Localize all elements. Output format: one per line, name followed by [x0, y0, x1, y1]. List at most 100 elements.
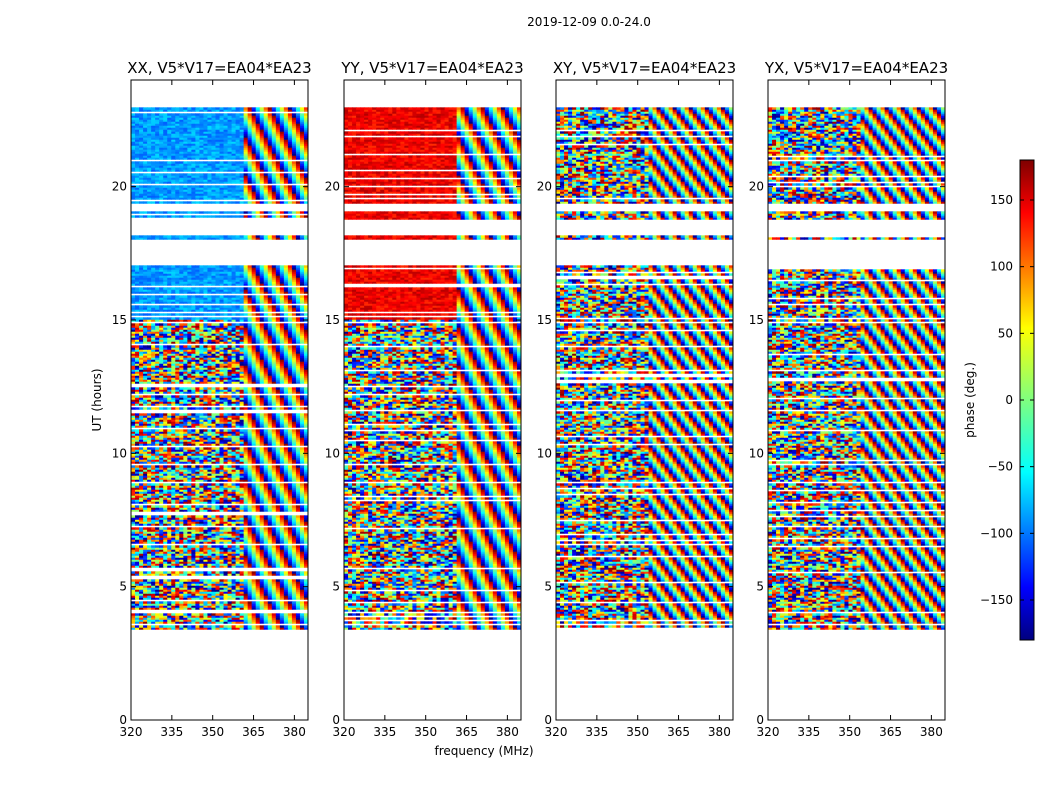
phase-cell: [287, 363, 293, 366]
phase-cell: [183, 515, 188, 518]
phase-cell: [255, 397, 261, 400]
phase-cell: [203, 605, 209, 608]
phase-cell: [215, 449, 221, 452]
phase-cell: [179, 507, 184, 510]
phase-cell: [259, 621, 265, 624]
phase-cell: [163, 379, 168, 382]
phase-cell: [167, 533, 172, 536]
phase-cell: [255, 561, 261, 564]
phase-cell: [243, 487, 249, 490]
phase-cell: [179, 435, 184, 438]
phase-cell: [163, 457, 168, 460]
phase-cell: [131, 375, 136, 378]
phase-cell: [207, 561, 213, 564]
phase-cell: [227, 469, 233, 472]
phase-cell: [259, 389, 265, 392]
phase-cell: [279, 547, 285, 550]
phase-cell: [135, 535, 140, 538]
phase-cell: [203, 395, 209, 398]
phase-cell: [215, 499, 221, 502]
phase-cell: [279, 423, 285, 426]
phase-cell: [235, 605, 241, 608]
phase-cell: [299, 615, 305, 618]
phase-cell: [283, 375, 289, 378]
phase-cell: [135, 469, 140, 472]
phase-cell: [219, 627, 225, 630]
phase-cell: [139, 363, 144, 366]
phase-cell: [155, 489, 160, 492]
phase-cell: [195, 545, 200, 548]
phase-cell: [167, 433, 172, 436]
phase-cell: [271, 425, 277, 428]
phase-cell: [159, 469, 164, 472]
phase-cell: [255, 537, 261, 540]
phase-cell: [295, 377, 301, 380]
phase-cell: [199, 509, 205, 512]
phase-cell: [299, 391, 305, 394]
phase-cell: [171, 371, 176, 374]
phase-cell: [139, 563, 144, 566]
phase-cell: [247, 595, 253, 598]
phase-cell: [207, 571, 213, 574]
phase-cell: [155, 473, 160, 476]
phase-cell: [131, 603, 136, 606]
phase-cell: [267, 473, 273, 476]
phase-cell: [287, 435, 293, 438]
phase-cell: [267, 555, 273, 558]
phase-cell: [263, 493, 269, 496]
phase-cell: [207, 593, 213, 596]
phase-cell: [271, 559, 277, 562]
phase-cell: [279, 429, 285, 432]
phase-cell: [211, 605, 217, 608]
phase-cell: [135, 457, 140, 460]
phase-cell: [159, 591, 164, 594]
phase-cell: [171, 533, 176, 536]
phase-cell: [175, 397, 180, 400]
phase-cell: [267, 573, 273, 576]
phase-cell: [195, 507, 200, 510]
phase-cell: [211, 485, 217, 488]
phase-cell: [279, 603, 285, 606]
phase-cell: [231, 379, 237, 382]
phase-cell: [195, 603, 200, 606]
phase-cell: [215, 423, 221, 426]
phase-cell: [279, 621, 285, 624]
phase-cell: [295, 563, 301, 566]
phase-cell: [267, 533, 273, 536]
phase-cell: [239, 601, 245, 604]
phase-cell: [247, 527, 253, 530]
phase-cell: [279, 467, 285, 470]
phase-cell: [207, 535, 213, 538]
phase-cell: [271, 477, 277, 480]
phase-cell: [131, 557, 136, 560]
phase-cell: [235, 585, 241, 588]
phase-cell: [215, 593, 221, 596]
phase-cell: [167, 555, 172, 558]
phase-cell: [195, 469, 200, 472]
phase-cell: [155, 437, 160, 440]
phase-cell: [159, 537, 164, 540]
phase-cell: [303, 535, 308, 538]
phase-cell: [139, 369, 144, 372]
phase-cell: [239, 425, 245, 428]
phase-cell: [255, 529, 261, 532]
phase-cell: [195, 573, 200, 576]
phase-cell: [199, 583, 205, 586]
phase-cell: [195, 387, 200, 390]
phase-cell: [303, 573, 308, 576]
phase-cell: [147, 571, 152, 574]
phase-cell: [291, 391, 297, 394]
phase-cell: [275, 549, 281, 552]
phase-cell: [243, 549, 249, 552]
phase-cell: [171, 443, 176, 446]
phase-cell: [151, 591, 156, 594]
phase-cell: [155, 369, 160, 372]
phase-cell: [279, 557, 285, 560]
phase-cell: [287, 415, 293, 418]
phase-cell: [287, 537, 293, 540]
phase-cell: [231, 359, 237, 362]
phase-cell: [279, 535, 285, 538]
phase-cell: [143, 441, 148, 444]
phase-cell: [267, 459, 273, 462]
phase-cell: [283, 473, 289, 476]
